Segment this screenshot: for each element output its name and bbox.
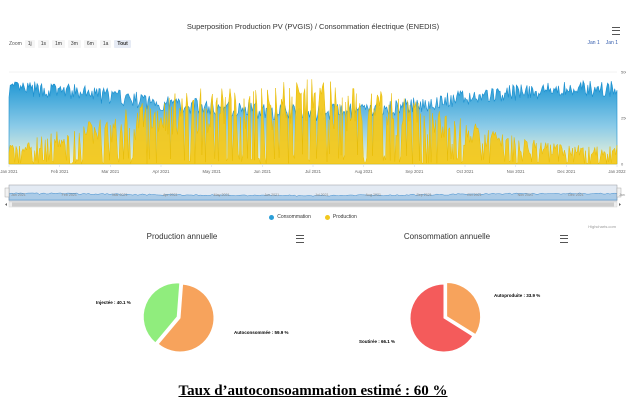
x-tick-label: Nov 2021	[507, 169, 526, 174]
consumption-pie-title: Consommation annuelle	[347, 232, 547, 241]
x-tick-label: Oct 2021	[457, 169, 475, 174]
production-pie[interactable]	[140, 280, 220, 356]
zoom-button-all[interactable]: Tout	[114, 40, 130, 48]
consumption-pie[interactable]	[404, 280, 484, 356]
navigator-tick-label: Aug 2021	[366, 193, 381, 197]
zoom-button-3m[interactable]: 3m	[68, 40, 81, 48]
date-to-input[interactable]: Jan 1	[606, 40, 618, 46]
zoom-button-1m[interactable]: 1m	[52, 40, 65, 48]
x-tick-label: Jan 2021	[0, 169, 18, 174]
consumption-dot-icon	[269, 215, 274, 220]
x-tick-label: Jun 2021	[254, 169, 272, 174]
y-tick-label: 5000	[621, 70, 626, 75]
pie-label-autoproduced: Autoproduite : 33.9 %	[494, 293, 540, 298]
production-pie-menu-icon[interactable]	[296, 235, 304, 243]
zoom-button-6m[interactable]: 6m	[84, 40, 97, 48]
zoom-label: Zoom	[9, 41, 22, 47]
y-tick-label: 0	[621, 162, 624, 167]
pie-label-supplied: Soutirée : 66.1 %	[359, 339, 395, 344]
pie-label-autoconsumed: Autoconsommée : 59.9 %	[234, 330, 289, 335]
scrollbar-left-arrow-icon	[5, 203, 7, 206]
x-tick-label: Aug 2021	[355, 169, 374, 174]
x-tick-label: Apr 2021	[153, 169, 171, 174]
production-pie-title: Production annuelle	[82, 232, 282, 241]
credits-link[interactable]: Highcharts.com	[588, 224, 616, 229]
navigator-tick-label: Mar 2021	[112, 193, 127, 197]
navigator-tick-label: Jun 2021	[264, 193, 279, 197]
x-tick-label: May 2021	[202, 169, 221, 174]
date-from-input[interactable]: Jan 1	[588, 40, 600, 46]
navigator-tick-label: Feb 2021	[62, 193, 77, 197]
x-axis: Jan 2021 Feb 2021 Mar 2021 Apr 2021 May 2021…	[0, 164, 626, 174]
x-tick-label: Jan 2022	[608, 169, 626, 174]
zoom-button-1d[interactable]: 1j	[25, 40, 35, 48]
chart-legend: Consommation Production	[0, 214, 626, 220]
navigator-tick-label: Oct 2021	[467, 193, 482, 197]
consumption-pie-menu-icon[interactable]	[560, 235, 568, 243]
x-tick-label: Dec 2021	[557, 169, 576, 174]
pie-label-injected: Injectée : 40.1 %	[96, 300, 131, 305]
x-tick-label: Sep 2021	[405, 169, 424, 174]
navigator-tick-label: May 2021	[214, 193, 230, 197]
navigator-tick-label: Dec 2021	[568, 193, 583, 197]
self-consumption-summary: Taux d’autoconsoammation estimé : 60 %	[0, 383, 626, 400]
y-tick-label: 2500	[621, 116, 626, 121]
navigator-tick-label: Jan 2022	[619, 193, 626, 197]
navigator-handle-left	[5, 188, 9, 197]
scrollbar-thumb	[12, 203, 614, 207]
range-selector: Zoom 1j 1s 1m 3m 6m 1a Tout	[9, 40, 131, 48]
navigator-tick-label: Jul 2021	[315, 193, 329, 197]
legend-item-consumption[interactable]: Consommation	[269, 214, 311, 220]
navigator-tick-label: Jan 2021	[11, 193, 26, 197]
x-tick-label: Jul 2021	[305, 169, 322, 174]
zoom-button-1y[interactable]: 1a	[100, 40, 112, 48]
navigator-tick-label: Nov 2021	[518, 193, 533, 197]
scrollbar-right-arrow-icon	[619, 203, 621, 206]
navigator-tick-label: Apr 2021	[163, 193, 178, 197]
timeseries-chart[interactable]: Jan 2021 Feb 2021 Mar 2021 Apr 2021 May 2021…	[0, 60, 626, 210]
legend-item-production[interactable]: Production	[325, 214, 357, 220]
production-dot-icon	[325, 215, 330, 220]
y-axis: 0 2500 5000	[621, 70, 626, 167]
zoom-button-1w[interactable]: 1s	[38, 40, 49, 48]
x-tick-label: Mar 2021	[101, 169, 119, 174]
navigator-tick-label: Sep 2021	[416, 193, 431, 197]
export-menu-icon[interactable]	[612, 27, 620, 35]
x-tick-label: Feb 2021	[51, 169, 69, 174]
date-range-inputs: Jan 1 Jan 1	[588, 40, 618, 46]
chart-title: Superposition Production PV (PVGIS) / Co…	[0, 22, 626, 31]
